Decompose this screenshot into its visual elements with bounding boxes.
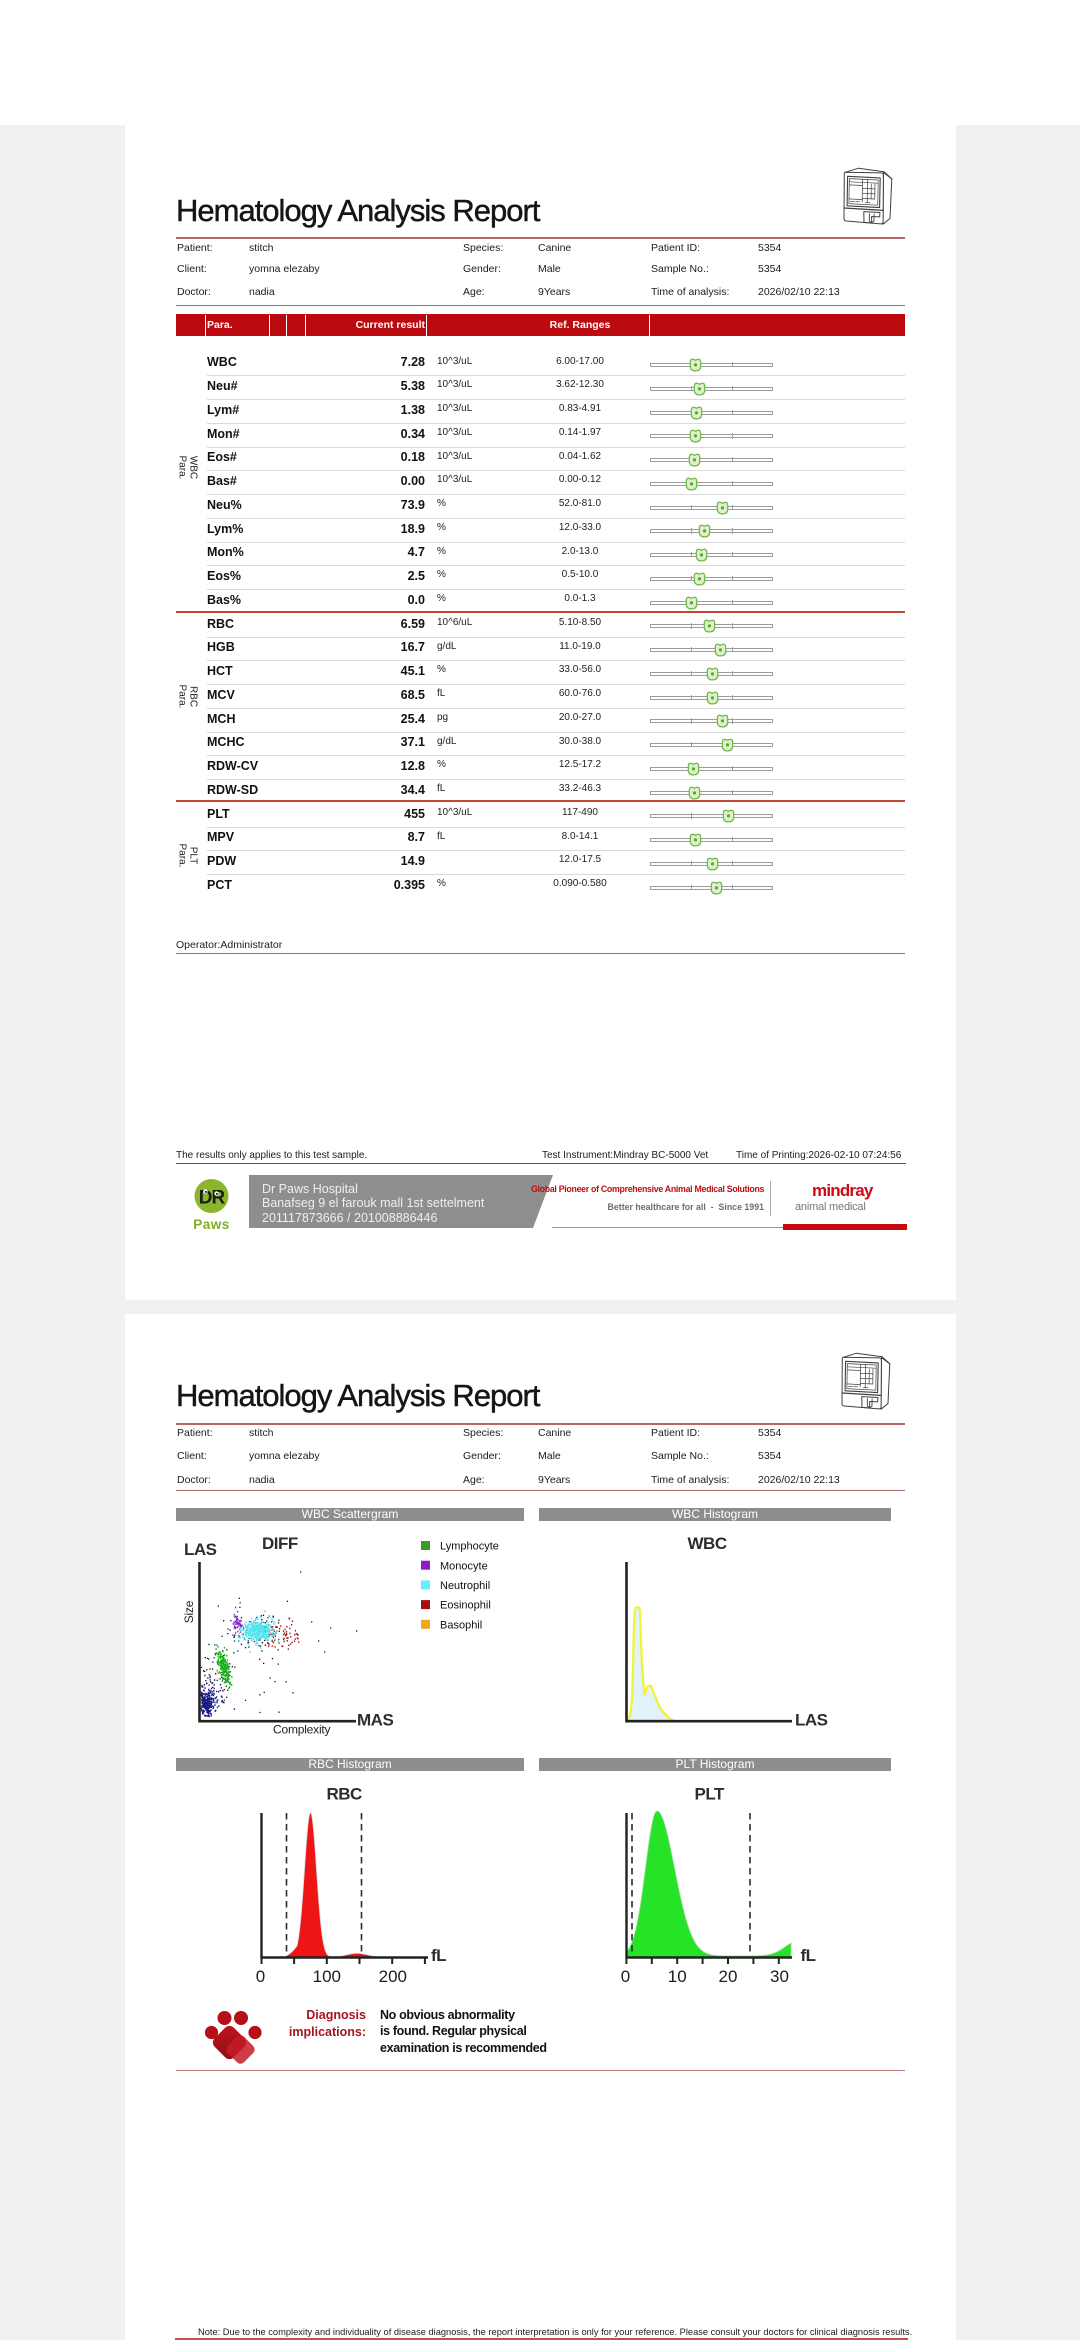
svg-text:0: 0: [256, 1967, 265, 1986]
svg-text:0: 0: [621, 1967, 630, 1986]
svg-text:fL: fL: [431, 1946, 446, 1965]
svg-text:10: 10: [668, 1967, 687, 1986]
svg-text:DR: DR: [199, 1188, 226, 1209]
svg-text:Basophil: Basophil: [440, 1619, 482, 1631]
svg-text:Complexity: Complexity: [273, 1723, 331, 1737]
svg-text:LAS: LAS: [184, 1540, 217, 1559]
svg-text:Paws: Paws: [193, 1217, 230, 1232]
svg-text:WBC: WBC: [688, 1534, 727, 1553]
svg-text:Eosinophil: Eosinophil: [440, 1600, 491, 1612]
svg-text:PLT: PLT: [695, 1785, 725, 1804]
svg-text:RBC: RBC: [327, 1785, 363, 1804]
svg-text:MAS: MAS: [357, 1711, 393, 1730]
svg-text:Size: Size: [182, 1600, 196, 1623]
svg-text:100: 100: [313, 1967, 341, 1986]
svg-text:Monocyte: Monocyte: [440, 1560, 488, 1572]
svg-text:LAS: LAS: [795, 1711, 828, 1730]
svg-text:Neutrophil: Neutrophil: [440, 1580, 490, 1592]
svg-text:30: 30: [770, 1967, 789, 1986]
svg-text:DIFF: DIFF: [262, 1534, 298, 1553]
svg-text:20: 20: [719, 1967, 738, 1986]
svg-text:200: 200: [379, 1967, 407, 1986]
svg-text:fL: fL: [801, 1946, 816, 1965]
svg-text:Lymphocyte: Lymphocyte: [440, 1541, 499, 1553]
